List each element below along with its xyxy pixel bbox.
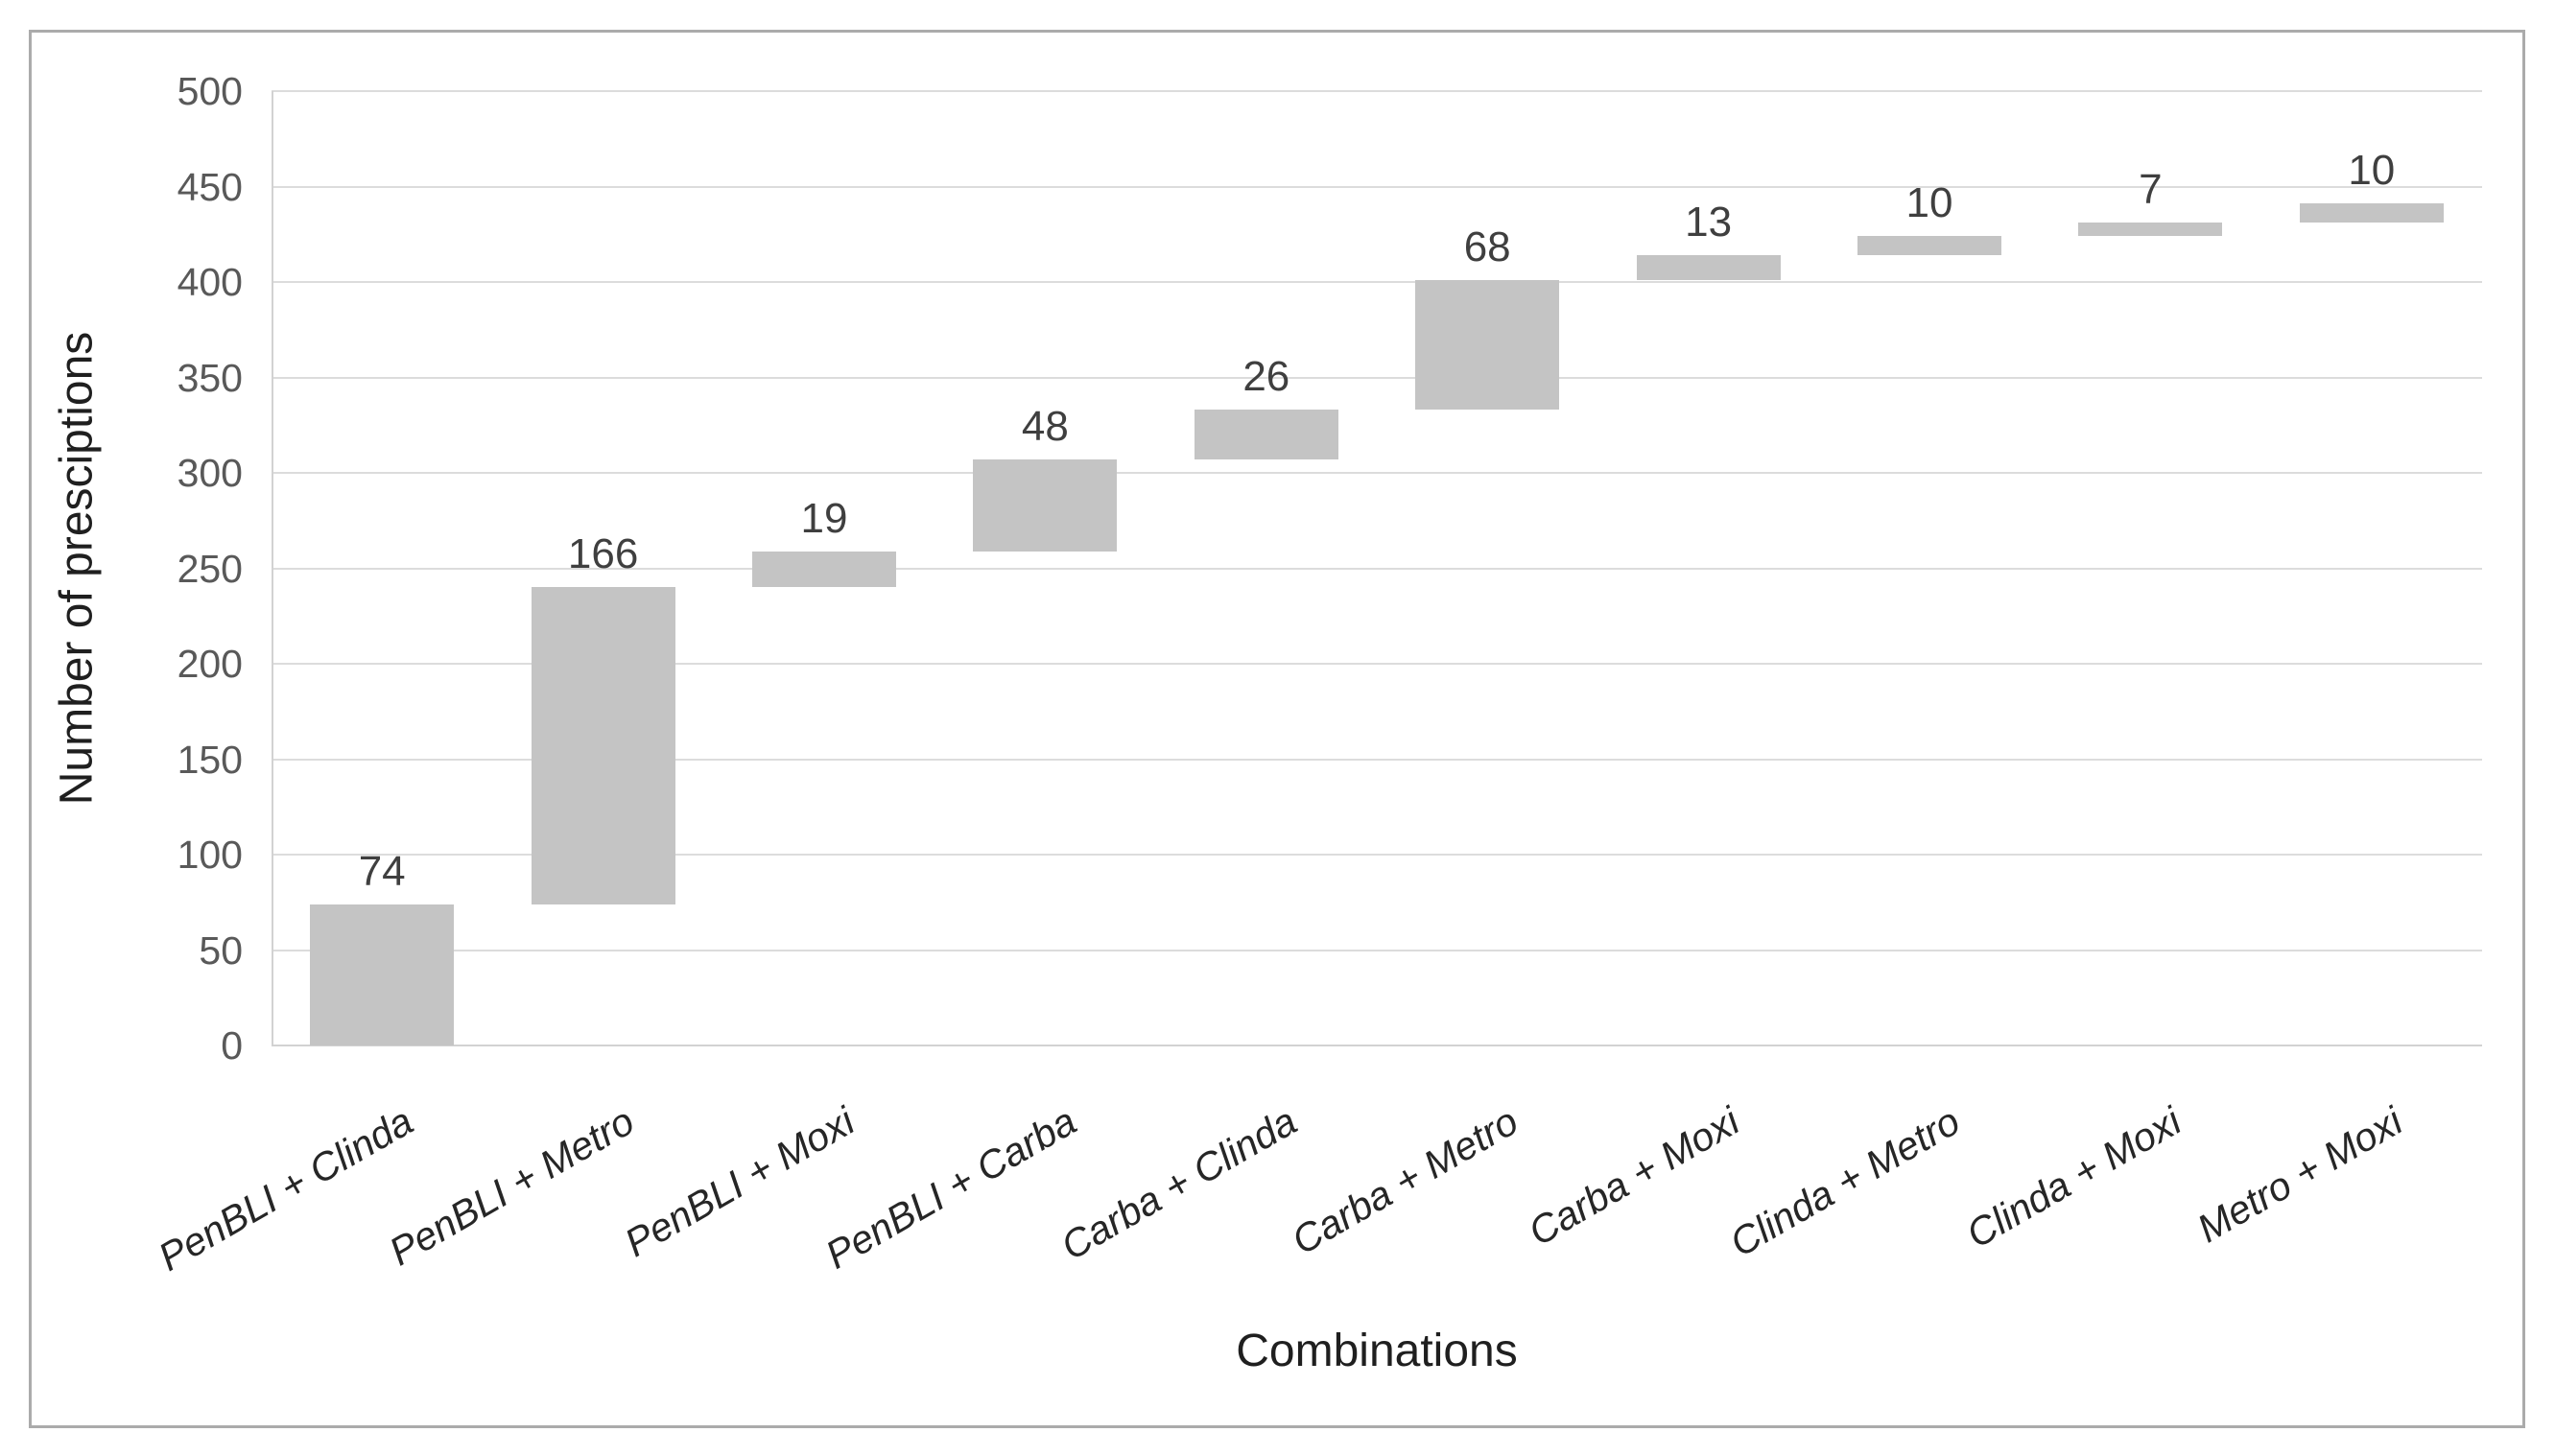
x-category-label-Carba + Metro: Carba + Metro xyxy=(1284,1098,1526,1263)
x-category-label-PenBLI + Metro: PenBLI + Metro xyxy=(381,1098,642,1275)
y-tick-label-150: 150 xyxy=(177,737,243,782)
x-category-label-Clinda + Moxi: Clinda + Moxi xyxy=(1958,1098,2188,1257)
gridline-300 xyxy=(272,472,2482,474)
bar-PenBLI + Carba xyxy=(973,459,1118,552)
data-label-PenBLI + Carba: 48 xyxy=(1021,403,1069,451)
y-tick-label-0: 0 xyxy=(221,1023,243,1068)
x-category-label-PenBLI + Clinda: PenBLI + Clinda xyxy=(151,1098,420,1280)
data-label-Clinda + Metro: 10 xyxy=(1905,179,1953,227)
gridlines-layer xyxy=(272,90,2482,1046)
data-label-PenBLI + Clinda: 74 xyxy=(358,847,406,895)
data-label-Metro + Moxi: 10 xyxy=(2348,147,2396,195)
y-tick-label-350: 350 xyxy=(177,355,243,400)
data-label-PenBLI + Metro: 166 xyxy=(567,530,639,578)
bar-Metro + Moxi xyxy=(2299,203,2444,223)
x-category-label-Metro + Moxi: Metro + Moxi xyxy=(2189,1098,2410,1252)
gridline-50 xyxy=(272,949,2482,951)
x-category-label-Carba + Clinda: Carba + Clinda xyxy=(1053,1098,1305,1269)
y-axis-tick-labels: 0 50 100 150 200 250 300 350 400 450 500 xyxy=(32,33,2522,1425)
y-tick-label-200: 200 xyxy=(177,642,243,686)
plot-area xyxy=(272,90,2482,1046)
data-label-Carba + Metro: 68 xyxy=(1463,223,1511,270)
gridline-450 xyxy=(272,185,2482,188)
bar-PenBLI + Moxi xyxy=(752,551,896,588)
bar-PenBLI + Metro xyxy=(531,587,675,904)
bar-PenBLI + Clinda xyxy=(310,904,455,1045)
y-axis-title-box: Number of presciptions xyxy=(45,91,108,1045)
data-label-Clinda + Moxi: 7 xyxy=(2139,166,2163,214)
y-tick-label-100: 100 xyxy=(177,833,243,877)
x-axis-title: Combinations xyxy=(1236,1326,1518,1376)
bar-Carba + Metro xyxy=(1415,280,1560,411)
x-axis-category-labels: PenBLI + Clinda PenBLI + Metro PenBLI + Mo… xyxy=(32,33,2522,1425)
x-category-label-PenBLI + Carba: PenBLI + Carba xyxy=(817,1098,1083,1278)
bars-layer xyxy=(272,91,2482,1045)
gridline-250 xyxy=(272,567,2482,570)
gridline-400 xyxy=(272,281,2482,283)
data-label-Carba + Clinda: 26 xyxy=(1242,353,1290,401)
data-label-Carba + Moxi: 13 xyxy=(1685,199,1733,247)
x-category-label-Carba + Moxi: Carba + Moxi xyxy=(1520,1098,1747,1255)
y-tick-label-500: 500 xyxy=(177,69,243,113)
y-tick-label-300: 300 xyxy=(177,451,243,495)
x-category-label-Clinda + Metro: Clinda + Metro xyxy=(1722,1098,1968,1266)
bar-Clinda + Moxi xyxy=(2078,223,2223,237)
gridline-350 xyxy=(272,376,2482,379)
gridline-100 xyxy=(272,854,2482,856)
gridline-500 xyxy=(272,90,2482,92)
chart-figure: 74 166 19 48 26 68 13 10 7 10 0 50 100 150 200 250 300 3… xyxy=(29,30,2525,1428)
gridline-0 xyxy=(272,1045,2482,1046)
y-tick-label-50: 50 xyxy=(199,928,243,973)
y-tick-label-400: 400 xyxy=(177,260,243,304)
y-tick-label-250: 250 xyxy=(177,546,243,591)
data-labels-layer: 74 166 19 48 26 68 13 10 7 10 xyxy=(32,33,2522,1425)
y-axis-line xyxy=(272,91,273,1045)
gridline-200 xyxy=(272,663,2482,665)
gridline-150 xyxy=(272,758,2482,761)
y-tick-label-450: 450 xyxy=(177,164,243,209)
bar-Carba + Clinda xyxy=(1194,410,1338,460)
y-axis-title: Number of presciptions xyxy=(51,331,103,806)
data-label-PenBLI + Moxi: 19 xyxy=(800,494,848,542)
bar-Clinda + Metro xyxy=(1857,236,2001,256)
bar-Carba + Moxi xyxy=(1636,255,1781,280)
